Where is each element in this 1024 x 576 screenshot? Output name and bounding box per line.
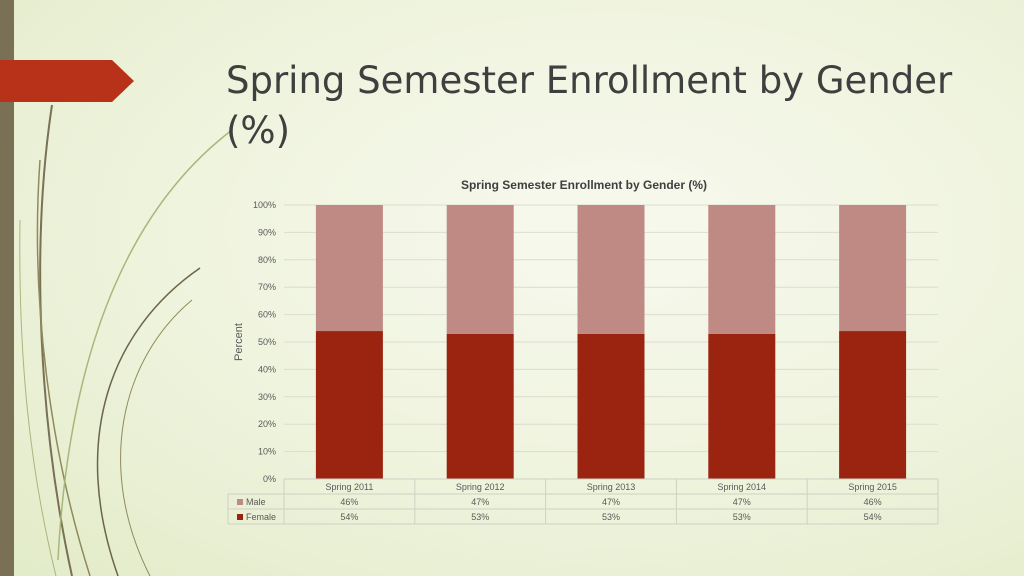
y-tick-label: 100%	[253, 200, 276, 210]
chart-title: Spring Semester Enrollment by Gender (%)	[460, 178, 708, 192]
bar-female	[839, 331, 907, 479]
bar-male	[839, 205, 907, 332]
data-table-value: 46%	[864, 497, 882, 507]
bar-female	[315, 331, 383, 479]
data-table-value: 46%	[340, 497, 358, 507]
decorative-plant-lines	[0, 60, 233, 576]
data-table-value: 47%	[471, 497, 489, 507]
data-table-value: 53%	[471, 512, 489, 522]
bar-male	[577, 205, 645, 334]
stacked-bar-chart: 0% 10% 20% 30% 40% 50% 60% 70% 80% 90% 100% Percent…	[227, 200, 939, 525]
data-table-value: 54%	[864, 512, 882, 522]
left-accent-bar	[0, 0, 14, 576]
x-category-label: Spring 2014	[718, 482, 767, 492]
x-category-label: Spring 2013	[587, 482, 636, 492]
x-category-label: Spring 2015	[848, 482, 897, 492]
bar-female	[577, 333, 645, 479]
data-table-value: 47%	[602, 497, 620, 507]
legend-label-male: Male	[246, 497, 266, 507]
bar-female	[708, 333, 776, 479]
y-tick-label: 30%	[258, 392, 276, 402]
y-tick-label: 90%	[258, 227, 276, 237]
slide-title: Spring Semester Enrollment by Gender (%)	[226, 59, 953, 152]
y-tick-label: 80%	[258, 255, 276, 265]
bar-male	[708, 205, 776, 334]
y-tick-label: 60%	[258, 310, 276, 320]
bar-male	[446, 205, 514, 334]
data-table-value: 54%	[340, 512, 358, 522]
x-category-label: Spring 2012	[456, 482, 505, 492]
x-category-label: Spring 2011	[325, 482, 373, 492]
legend-swatch-female	[237, 514, 243, 520]
y-tick-label: 50%	[258, 337, 276, 347]
bar-female	[446, 333, 514, 479]
legend-swatch-male	[237, 499, 243, 505]
data-table-value: 47%	[733, 497, 751, 507]
data-table-value: 53%	[602, 512, 620, 522]
y-tick-label: 20%	[258, 419, 276, 429]
y-tick-label: 70%	[258, 282, 276, 292]
data-table-value: 53%	[733, 512, 751, 522]
y-tick-label: 0%	[263, 474, 276, 484]
y-tick-label: 10%	[258, 447, 276, 457]
bar-male	[315, 205, 383, 332]
legend-label-female: Female	[246, 512, 276, 522]
y-tick-label: 40%	[258, 364, 276, 374]
title-accent-arrow	[0, 60, 134, 102]
y-axis-label: Percent	[233, 323, 245, 361]
